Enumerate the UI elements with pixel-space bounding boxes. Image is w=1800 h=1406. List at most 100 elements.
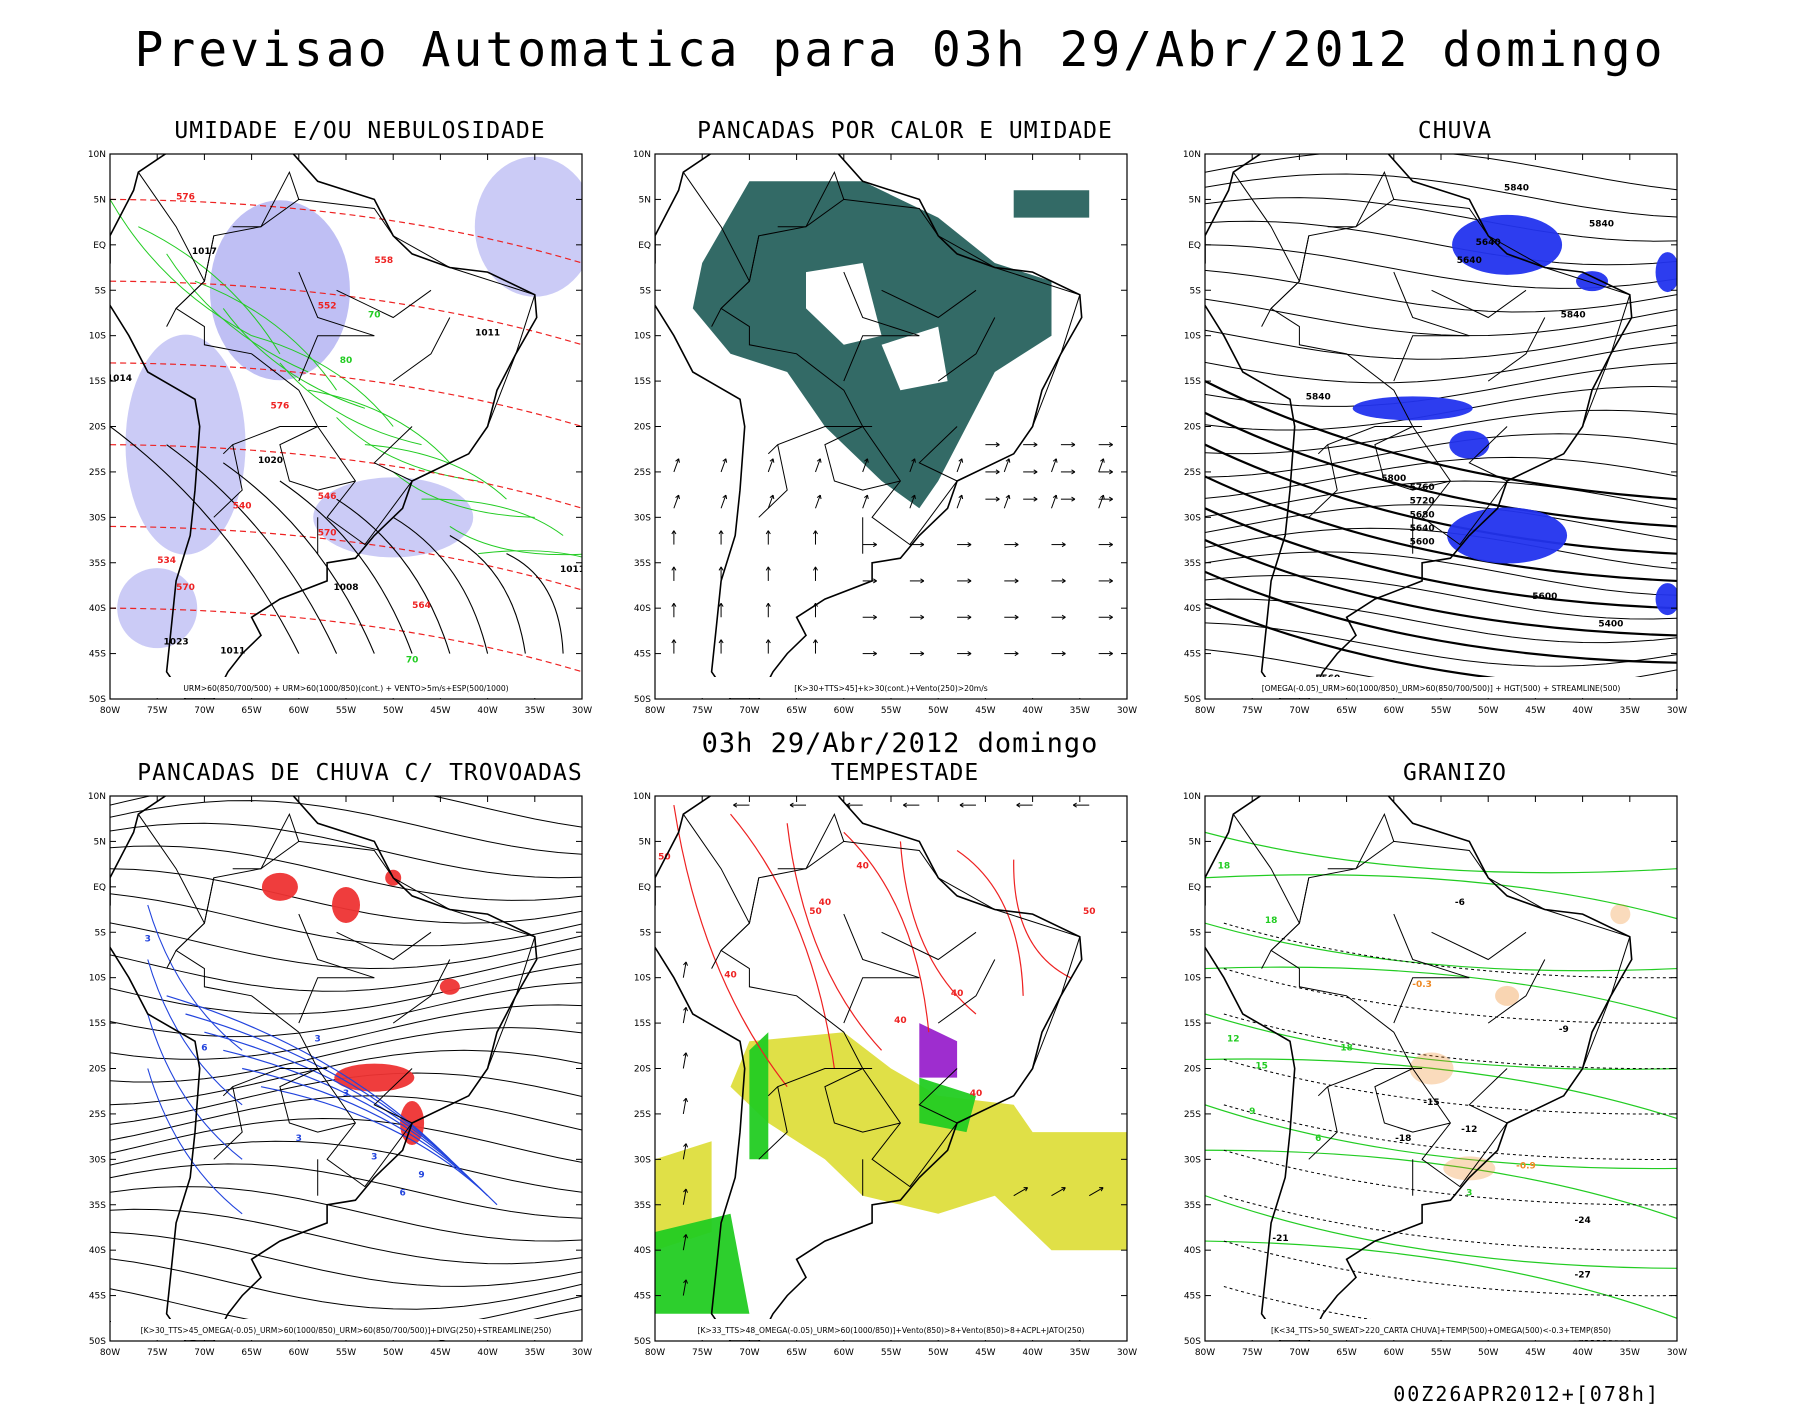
- jet-label: 50: [1083, 907, 1096, 917]
- wind-vector: [1051, 651, 1066, 657]
- lon-tick-label: 35W: [1070, 1348, 1090, 1358]
- divergence-label: 6: [201, 1043, 207, 1053]
- lat-tick-label: 50S: [634, 1337, 651, 1347]
- coastline: [655, 796, 1083, 1341]
- rain-area: [1452, 214, 1563, 275]
- lat-tick-label: 50S: [634, 695, 651, 705]
- lon-tick-label: 40W: [1022, 706, 1042, 716]
- lat-tick-label: 30S: [89, 1155, 106, 1165]
- wind-vector: [765, 602, 771, 618]
- height-label: 5840: [1561, 311, 1586, 321]
- lon-tick-label: 65W: [241, 706, 261, 716]
- contour-label: 570: [318, 529, 337, 539]
- streamline: [1205, 574, 1677, 620]
- contour-label: -9: [1559, 1025, 1569, 1035]
- lat-tick-label: 5S: [95, 928, 107, 938]
- lon-tick-label: 45W: [975, 706, 995, 716]
- storm-cell: [332, 887, 360, 923]
- lat-tick-label: 30S: [634, 513, 651, 523]
- forecast-time-label: 03h 29/Abr/2012 domingo: [701, 728, 1099, 759]
- temp500-contour: [1223, 1104, 1677, 1160]
- lat-tick-label: 10S: [1184, 332, 1201, 342]
- pressure-contour: [166, 444, 338, 654]
- contour-label: 540: [233, 501, 252, 511]
- lat-tick-label: 20S: [1184, 1065, 1201, 1075]
- contour-label: 564: [412, 601, 431, 611]
- humidity-contour: [251, 335, 394, 427]
- contour-label: 6: [1315, 1134, 1321, 1144]
- wind-vector: [682, 1097, 689, 1115]
- contour-label: 1023: [164, 638, 189, 648]
- humidity-contour: [336, 417, 479, 482]
- lat-tick-label: 45S: [1184, 1292, 1201, 1302]
- map-plot: 40405050404050404010N5NEQ5S10S15S20S25S3…: [633, 792, 1137, 1358]
- humidity-contour: [279, 362, 422, 446]
- streamline: [1205, 551, 1677, 596]
- lat-tick-label: 45S: [89, 650, 106, 660]
- lat-tick-label: 10N: [633, 150, 651, 160]
- wind-vector: [862, 651, 877, 657]
- lat-tick-label: 10S: [1184, 974, 1201, 984]
- lon-tick-label: 45W: [430, 706, 450, 716]
- panel-caption: [OMEGA(-0.05)_URM>60(1000/850)_URM>60(85…: [1262, 684, 1621, 693]
- wind-vector: [1098, 651, 1113, 657]
- lat-tick-label: 15S: [1184, 377, 1201, 387]
- streamline: [110, 1140, 582, 1193]
- wind-vector: [1023, 469, 1038, 475]
- storm-potential: [730, 1032, 1127, 1251]
- lat-tick-label: 25S: [1184, 468, 1201, 478]
- lat-tick-label: 45S: [634, 1292, 651, 1302]
- wind-vector: [1098, 614, 1113, 620]
- lat-tick-label: 25S: [89, 468, 106, 478]
- lon-tick-label: 30W: [572, 706, 592, 716]
- humidity-shade: [125, 334, 246, 555]
- lat-tick-label: 40S: [634, 604, 651, 614]
- wind-vector: [718, 602, 724, 618]
- wind-vector: [1003, 494, 1011, 509]
- wind-vector: [682, 1279, 689, 1296]
- lat-tick-label: 5S: [1190, 286, 1202, 296]
- model-run-label: 00Z26APR2012+[078h]: [1393, 1382, 1660, 1406]
- wind-vector: [682, 1188, 689, 1205]
- lat-tick-label: 50S: [89, 1337, 106, 1347]
- panel-pancadas-trovoadas: PANCADAS DE CHUVA C/ TROVOADAS 3 3 3 6 3 3 6 9 10…: [88, 760, 610, 1365]
- lat-tick-label: EQ: [93, 883, 106, 893]
- wind-vector: [862, 614, 877, 620]
- humidity-contour: [110, 199, 252, 337]
- streamline: [1205, 456, 1677, 499]
- lon-tick-label: 70W: [739, 1348, 759, 1358]
- rain-area: [1655, 583, 1677, 616]
- height-label: 5800: [1381, 474, 1406, 484]
- wind-vector: [1060, 496, 1076, 502]
- wind-vector: [682, 1006, 689, 1024]
- wind-vector: [1004, 542, 1019, 548]
- height-contour: [1205, 443, 1677, 555]
- jet-contour: [786, 823, 883, 1051]
- lat-tick-label: 5N: [639, 195, 651, 205]
- contour-label: 15: [1255, 1062, 1268, 1072]
- lat-tick-label: 15S: [1184, 1019, 1201, 1029]
- lon-tick-label: 75W: [692, 1348, 712, 1358]
- streamline: [1205, 480, 1677, 518]
- lon-tick-label: 60W: [289, 1348, 309, 1358]
- lat-tick-label: 10N: [1183, 792, 1201, 802]
- lat-tick-label: 40S: [1184, 604, 1201, 614]
- pressure-contour: [110, 426, 300, 654]
- contour-label: 1011: [220, 647, 245, 657]
- thickness-contour: [110, 525, 582, 591]
- jet-contour: [730, 813, 835, 1069]
- humidity-shade: [474, 156, 582, 297]
- wind-vector: [957, 578, 972, 584]
- panel-title: GRANIZO: [1403, 760, 1507, 786]
- height-label: 5640: [1457, 256, 1482, 266]
- wind-vector: [909, 614, 925, 620]
- jet-label: 40: [724, 971, 737, 981]
- lat-tick-label: EQ: [1188, 883, 1201, 893]
- lat-tick-label: 20S: [634, 1065, 651, 1075]
- wind-vector: [682, 1143, 689, 1160]
- lon-tick-label: 40W: [477, 1348, 497, 1358]
- lat-tick-label: 5S: [1190, 928, 1202, 938]
- wind-vector: [671, 530, 677, 545]
- pressure-contour: [392, 516, 489, 654]
- humidity-contour: [194, 280, 337, 391]
